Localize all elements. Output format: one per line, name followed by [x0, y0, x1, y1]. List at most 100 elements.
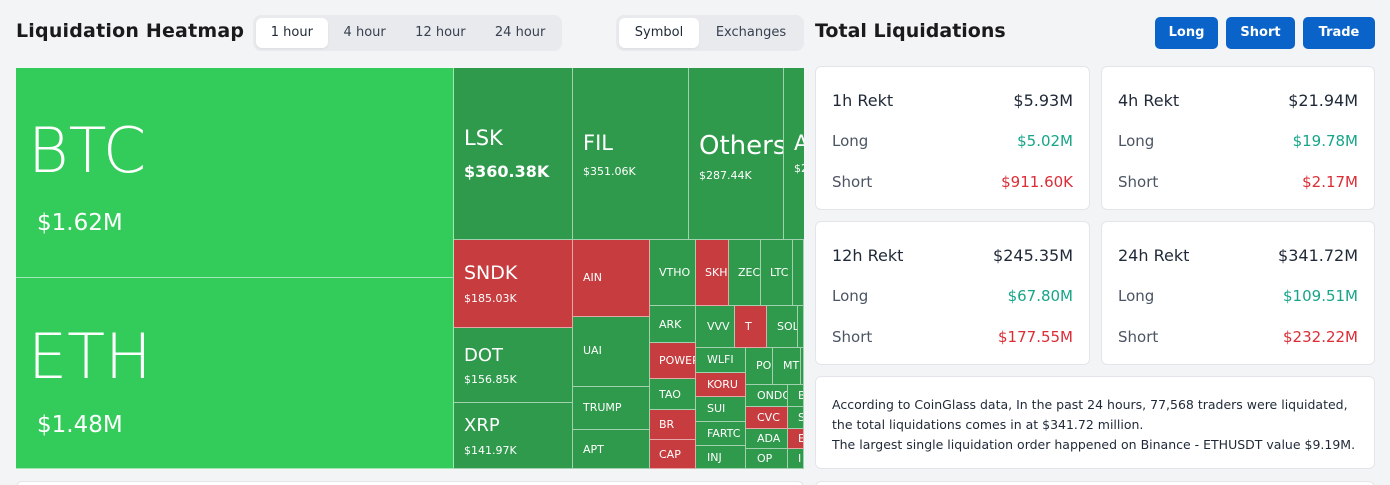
treemap-tile-ltc[interactable]: LTC: [761, 240, 793, 306]
treemap-tile-fil[interactable]: FIL $351.06K: [573, 68, 689, 240]
tile-symbol: SOL: [777, 320, 798, 333]
tile-symbol: S: [798, 411, 803, 424]
treemap-tile-btc[interactable]: BTC $1.62M: [16, 68, 454, 278]
treemap-tile-unlabeled[interactable]: [798, 306, 804, 348]
tile-symbol: I: [798, 452, 802, 465]
rekt-card-4h: 4h Rekt $21.94M Long $19.78M Short $2.17…: [1101, 66, 1375, 210]
treemap-tile-lsk[interactable]: LSK $360.38K: [454, 68, 573, 240]
card-period: 1h Rekt: [832, 91, 894, 110]
tile-symbol: UAI: [583, 344, 602, 357]
treemap-tile-a[interactable]: A $2: [784, 68, 804, 240]
card-period: 24h Rekt: [1118, 246, 1190, 265]
treemap-tile-tao[interactable]: TAO: [650, 379, 696, 410]
card-long-label: Long: [832, 132, 869, 150]
card-total: $341.72M: [1278, 246, 1358, 265]
treemap-tile-power[interactable]: POWER: [650, 343, 696, 379]
tile-symbol: POWER: [659, 354, 696, 367]
treemap-tile-br[interactable]: BR: [650, 410, 696, 440]
tile-symbol: ARK: [659, 318, 682, 331]
tile-symbol: FARTC: [707, 427, 741, 440]
rekt-card-24h: 24h Rekt $341.72M Long $109.51M Short $2…: [1101, 221, 1375, 365]
treemap-tile-fartcoin[interactable]: FARTC: [696, 422, 746, 446]
tile-symbol: TRUMP: [583, 401, 622, 414]
tile-symbol: ONDO: [757, 389, 788, 402]
tile-symbol: INJ: [707, 451, 722, 464]
treemap-tile-uai[interactable]: UAI: [573, 317, 650, 387]
tile-symbol: LSK: [464, 126, 503, 150]
treemap-tile-s[interactable]: S: [788, 407, 804, 429]
long-button[interactable]: Long: [1155, 17, 1218, 49]
treemap-tile-vvv[interactable]: VVV: [696, 306, 735, 348]
card-short-value: $2.17M: [1302, 173, 1358, 191]
treemap-tile-ain[interactable]: AIN: [573, 240, 650, 317]
treemap-tile-t[interactable]: T: [735, 306, 767, 348]
short-button[interactable]: Short: [1226, 17, 1295, 49]
treemap-tile-ondo[interactable]: ONDO: [746, 385, 788, 407]
liquidation-summary: According to CoinGlass data, In the past…: [815, 376, 1375, 469]
treemap-tile-ark[interactable]: ARK: [650, 306, 696, 343]
rekt-card-12h: 12h Rekt $245.35M Long $67.80M Short $17…: [815, 221, 1090, 365]
tile-symbol: TAO: [659, 388, 681, 401]
tile-symbol: PO: [756, 359, 772, 372]
treemap-tile-inj[interactable]: INJ: [696, 446, 746, 469]
treemap-tile-unlabeled[interactable]: [801, 348, 804, 385]
treemap-tile-sol[interactable]: SOL: [767, 306, 798, 348]
trade-button[interactable]: Trade: [1303, 17, 1375, 49]
treemap-tile-xrp[interactable]: XRP $141.97K: [454, 403, 573, 469]
treemap-tile-po[interactable]: PO: [746, 348, 773, 385]
treemap-tile-sui[interactable]: SUI: [696, 397, 746, 422]
liquidation-treemap: BTC $1.62M ETH $1.48M LSK $360.38K FIL $…: [16, 68, 804, 469]
treemap-tile-i[interactable]: I: [788, 449, 804, 469]
lower-panel-edge: [815, 481, 1375, 485]
treemap-tile-e[interactable]: E: [788, 429, 804, 449]
tab-12-hour[interactable]: 12 hour: [415, 25, 466, 40]
tile-symbol: ETH: [28, 320, 152, 393]
tab-exchanges[interactable]: Exchanges: [715, 25, 787, 40]
treemap-tile-skh[interactable]: SKH: [696, 240, 729, 306]
tab-1-hour[interactable]: 1 hour: [256, 18, 328, 48]
tile-symbol: ZEC: [738, 266, 761, 279]
treemap-tile-eth[interactable]: ETH $1.48M: [16, 278, 454, 469]
tile-symbol: OP: [757, 452, 773, 465]
treemap-tile-apt[interactable]: APT: [573, 430, 650, 469]
treemap-tile-mt[interactable]: MT: [773, 348, 801, 385]
card-period: 4h Rekt: [1118, 91, 1180, 110]
treemap-tile-sndk[interactable]: SNDK $185.03K: [454, 240, 573, 328]
tile-symbol: BTC: [28, 114, 147, 187]
heatmap-title: Liquidation Heatmap: [16, 20, 245, 42]
lower-panel-edge: [16, 481, 804, 485]
tile-symbol: VTHO: [659, 266, 691, 279]
tile-symbol: MT: [783, 359, 800, 372]
card-long-label: Long: [1118, 287, 1155, 305]
treemap-tile-others[interactable]: Others $287.44K: [689, 68, 784, 240]
treemap-tile-unlabeled[interactable]: [793, 240, 804, 306]
treemap-tile-koru[interactable]: KORU: [696, 373, 746, 397]
tile-value: $351.06K: [583, 165, 636, 178]
card-long-value: $67.80M: [1007, 287, 1073, 305]
treemap-tile-vtho[interactable]: VTHO: [650, 240, 696, 306]
tab-4-hour[interactable]: 4 hour: [343, 25, 386, 40]
tab-24-hour[interactable]: 24 hour: [494, 25, 546, 40]
tab-symbol[interactable]: Symbol: [619, 18, 699, 48]
treemap-tile-op[interactable]: OP: [746, 449, 788, 469]
tile-symbol: BR: [659, 418, 675, 431]
summary-line-2: The largest single liquidation order hap…: [832, 437, 1356, 452]
treemap-tile-wlfi[interactable]: WLFI: [696, 348, 746, 373]
treemap-tile-ada[interactable]: ADA: [746, 429, 788, 449]
treemap-tile-trump[interactable]: TRUMP: [573, 387, 650, 430]
treemap-tile-cap[interactable]: CAP: [650, 440, 696, 469]
card-short-label: Short: [1118, 173, 1159, 191]
tile-symbol: B: [798, 389, 803, 402]
card-total: $21.94M: [1288, 91, 1358, 110]
tile-symbol: XRP: [464, 415, 500, 436]
card-short-label: Short: [1118, 328, 1159, 346]
treemap-tile-zec[interactable]: ZEC: [729, 240, 761, 306]
card-short-value: $232.22M: [1283, 328, 1358, 346]
tile-symbol: Others: [699, 131, 784, 161]
treemap-tile-dot[interactable]: DOT $156.85K: [454, 328, 573, 403]
tile-value: $185.03K: [464, 292, 517, 305]
treemap-tile-b[interactable]: B: [788, 385, 804, 407]
tile-value: $360.38K: [464, 162, 550, 181]
treemap-tile-cvc[interactable]: CVC: [746, 407, 788, 429]
